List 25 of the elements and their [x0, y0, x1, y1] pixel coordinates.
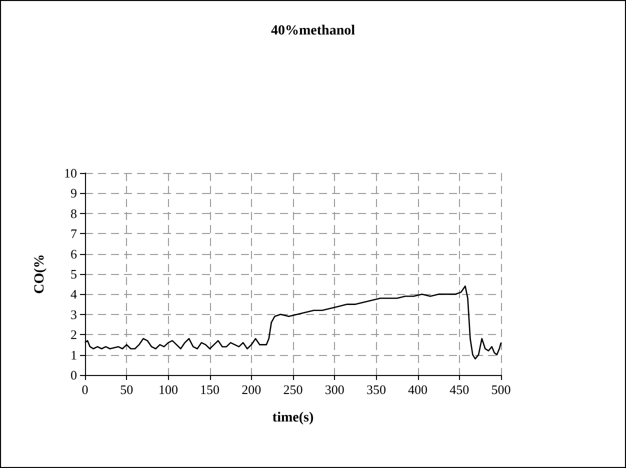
y-tick-label: 6 [70, 246, 78, 262]
y-tick-label: 8 [70, 206, 77, 221]
x-tick-label: 350 [366, 382, 386, 397]
x-axis-title: time(s) [272, 410, 314, 426]
y-tick-label: 9 [70, 186, 77, 201]
x-tick-label: 0 [82, 382, 88, 397]
x-tick-label: 450 [450, 382, 470, 397]
x-tick-label: 300 [324, 382, 344, 397]
x-tick-label: 250 [283, 382, 303, 397]
x-tick-label: 150 [200, 382, 220, 397]
y-tick-label: 2 [70, 327, 77, 342]
y-tick-label: 10 [64, 166, 77, 180]
x-tick-label: 100 [158, 382, 178, 397]
y-tick-label: 4 [70, 286, 78, 302]
chart-title: 40%methanol [271, 24, 356, 38]
x-tick-label: 200 [242, 382, 262, 397]
y-axis-title: CO(% [32, 254, 48, 294]
y-tick-label: 5 [70, 266, 77, 282]
y-tick-label: 0 [70, 368, 77, 382]
x-tick-label: 500 [491, 382, 511, 397]
x-tick-label: 50 [120, 382, 134, 397]
y-tick-label: 3 [70, 306, 77, 322]
y-tick-label: 1 [70, 347, 77, 362]
x-tick-label: 400 [408, 382, 428, 397]
y-tick-label: 7 [70, 226, 78, 242]
